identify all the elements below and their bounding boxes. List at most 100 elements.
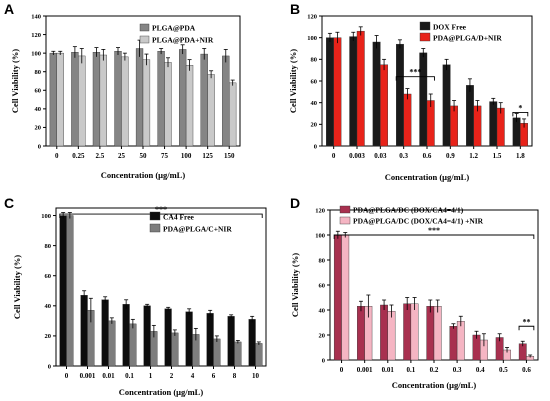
- chart-panel-c: C 0 20 40 60 80 100 0 0.001 0.01 0.1 1 2 4 6 8 10 ***CA4 …: [4, 195, 267, 397]
- bar-a-s1-c5: [164, 62, 172, 147]
- panel-letter: B: [290, 1, 300, 17]
- bar-b-s0-c5: [442, 64, 451, 147]
- legend-label: PDA@PLGA/D+NIR: [433, 34, 502, 43]
- bar-c-s1-c0: [66, 215, 74, 367]
- bar-a-s0-c0: [49, 52, 57, 147]
- legend-swatch: [339, 216, 351, 225]
- x-tick-label: 0.1: [125, 372, 134, 380]
- chart-panel-d: D 0 20 40 60 80 100 120 0 0.001 0.01 0.1 0.2 0.3 0.4 0.…: [290, 195, 539, 390]
- x-axis-label: Concentration (μg/mL): [119, 387, 204, 397]
- bar-a-s0-c5: [157, 51, 165, 147]
- y-tick-label: 60: [35, 88, 42, 95]
- x-tick-label: 0.4: [476, 366, 485, 374]
- bar-b-s1-c7: [496, 107, 505, 147]
- bar-a-s0-c1: [71, 52, 79, 147]
- legend-swatch: [419, 32, 431, 42]
- bar-c-s0-c4: [143, 305, 151, 367]
- bar-a-s1-c4: [142, 59, 151, 147]
- bar-d-s1-c5: [456, 321, 465, 361]
- bar-a-s0-c7: [200, 53, 208, 147]
- bar-c-s0-c2: [101, 299, 109, 367]
- bar-b-s0-c0: [326, 37, 334, 147]
- bar-a-s1-c6: [185, 65, 194, 147]
- x-tick-label: 75: [161, 152, 169, 160]
- significance-bracket: [333, 234, 535, 239]
- x-tick-label: 0.001: [357, 366, 373, 374]
- bar-c-s0-c6: [185, 311, 193, 367]
- x-axis-label: Concentration (μg/mL): [392, 380, 477, 390]
- legend-swatch: [149, 211, 161, 221]
- x-tick-label: 0.9: [446, 152, 455, 160]
- significance-bracket: [395, 76, 435, 81]
- x-tick-label: 0.01: [102, 372, 115, 380]
- y-axis-label: Cell Viability (%): [12, 255, 22, 319]
- x-tick-label: 0.01: [382, 366, 395, 374]
- bar-c-s0-c5: [164, 308, 172, 367]
- y-tick-label: 20: [311, 122, 318, 129]
- y-tick-label: 40: [319, 307, 326, 314]
- bar-b-s1-c6: [473, 105, 482, 147]
- bar-d-s0-c5: [449, 326, 458, 361]
- x-tick-label: 10: [252, 372, 260, 380]
- bar-a-s0-c2: [92, 52, 101, 147]
- significance-label: ***: [155, 205, 167, 214]
- significance-bracket: [59, 213, 263, 219]
- significance-bracket: [518, 325, 535, 331]
- y-tick-label: 100: [41, 213, 51, 220]
- y-tick-label: 120: [307, 13, 317, 20]
- y-tick-label: 100: [307, 35, 317, 42]
- bar-a-s0-c4: [135, 48, 144, 147]
- y-tick-label: 20: [319, 332, 326, 339]
- x-tick-label: 0.5: [499, 366, 508, 374]
- y-tick-label: 80: [35, 69, 42, 76]
- x-tick-label: 0.6: [423, 152, 432, 160]
- bar-d-s0-c4: [426, 306, 435, 361]
- x-tick-label: 125: [202, 152, 213, 160]
- panel-letter: D: [290, 195, 300, 211]
- bar-d-s0-c1: [357, 306, 365, 361]
- bar-b-s0-c1: [349, 36, 358, 147]
- y-tick-label: 120: [315, 207, 325, 214]
- bar-b-s1-c4: [426, 100, 435, 147]
- chart-panel-a: A 0 20 40 60 80 100 120 140 0 0.25 2.5 25 50 75 100 125 1…: [4, 1, 241, 180]
- bar-c-s1-c2: [108, 320, 116, 367]
- y-tick-label: 100: [315, 232, 325, 239]
- y-axis-label: Cell Viability (%): [10, 49, 20, 113]
- significance-label: ***: [428, 226, 440, 235]
- legend-swatch: [139, 35, 150, 44]
- chart-panel-b: B 0 20 40 60 80 100 120 0 0.003 0.03 0.3 0.6 0.9 1.2 1.…: [288, 1, 533, 182]
- bar-c-s1-c8: [234, 341, 242, 367]
- bar-b-s1-c5: [450, 105, 459, 147]
- y-tick-label: 120: [31, 32, 41, 39]
- bar-d-s1-c4: [433, 306, 442, 361]
- bar-b-s0-c3: [396, 43, 404, 147]
- y-tick-label: 60: [319, 282, 326, 289]
- bar-a-s1-c1: [78, 55, 86, 147]
- y-tick-label: 0: [314, 143, 317, 150]
- x-tick-label: 1: [149, 372, 153, 380]
- x-tick-label: 0.03: [374, 152, 387, 160]
- y-tick-label: 100: [31, 50, 41, 57]
- bar-d-s0-c0: [333, 234, 342, 361]
- bar-d-s0-c3: [403, 303, 412, 361]
- x-tick-label: 100: [181, 152, 192, 160]
- plot-frame: [55, 207, 267, 367]
- legend-label: PLGA@PDA: [152, 24, 196, 33]
- bar-c-s0-c7: [206, 313, 214, 367]
- y-tick-label: 0: [48, 363, 51, 370]
- bar-b-s0-c6: [466, 85, 474, 147]
- legend-swatch: [339, 205, 351, 214]
- x-tick-label: 50: [140, 152, 148, 160]
- x-tick-label: 25: [118, 152, 126, 160]
- x-tick-label: 1.2: [469, 152, 478, 160]
- bar-a-s0-c3: [114, 51, 122, 147]
- bar-c-s0-c1: [80, 295, 88, 367]
- y-tick-label: 80: [319, 257, 326, 264]
- y-tick-label: 60: [45, 273, 52, 280]
- x-tick-label: 0.2: [430, 366, 439, 374]
- bar-a-s1-c7: [207, 74, 215, 147]
- x-axis-label: Concentration (μg/mL): [101, 170, 186, 180]
- y-tick-label: 140: [31, 13, 41, 20]
- bar-a-s1-c3: [121, 56, 129, 147]
